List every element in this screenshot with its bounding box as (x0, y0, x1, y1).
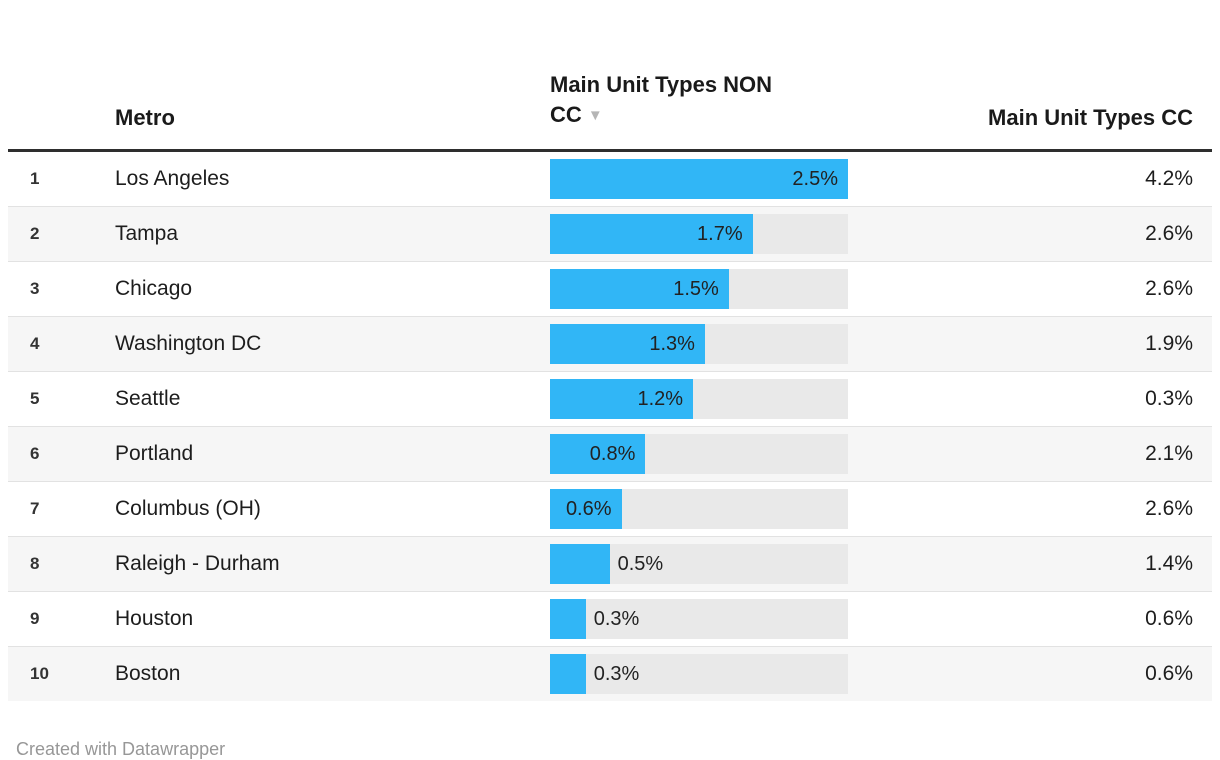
metro-cell: Chicago (115, 277, 193, 300)
non-cc-bar-cell: 1.5% (550, 262, 862, 317)
bar-fill (550, 269, 729, 309)
metro-cell: Seattle (115, 387, 181, 410)
table-row: 6 Portland 0.8% 2.1% (8, 426, 1212, 482)
rank-cell: 9 (30, 609, 40, 628)
table-row: 1 Los Angeles 2.5% 4.2% (8, 151, 1212, 207)
header-row: Metro Main Unit Types NON CC ▼ Main Unit… (8, 38, 1212, 152)
datawrapper-credit-link[interactable]: Created with Datawrapper (16, 739, 226, 759)
bar-track: 1.7% (550, 214, 848, 254)
rank-cell: 3 (30, 279, 40, 298)
bar-track: 0.8% (550, 434, 848, 474)
cc-value-cell: 4.2% (1145, 167, 1193, 190)
non-cc-bar-cell: 1.2% (550, 372, 862, 427)
cc-value-cell: 0.6% (1145, 607, 1193, 630)
cc-value-cell: 1.4% (1145, 552, 1193, 575)
table-row: 4 Washington DC 1.3% 1.9% (8, 316, 1212, 372)
cc-value-cell: 2.1% (1145, 442, 1193, 465)
rank-cell: 2 (30, 224, 40, 243)
metro-cell: Washington DC (115, 332, 262, 355)
non-cc-bar-cell: 2.5% (550, 151, 862, 207)
non-cc-bar-cell: 0.6% (550, 482, 862, 537)
bar-track: 1.5% (550, 269, 848, 309)
bar-value-label: 0.6% (565, 498, 612, 520)
cc-value-cell: 0.6% (1145, 662, 1193, 685)
bar-value-label: 1.3% (649, 333, 695, 355)
table-row: 2 Tampa 1.7% 2.6% (8, 206, 1212, 262)
column-header-cc[interactable]: Main Unit Types CC (862, 38, 1212, 152)
bar-track: 2.5% (550, 159, 848, 199)
bar-fill (550, 654, 586, 694)
bar-value-label: 0.5% (617, 553, 664, 575)
metro-cell: Portland (115, 442, 194, 465)
bar-fill (550, 214, 753, 254)
bar-fill (550, 324, 705, 364)
rank-cell: 5 (30, 389, 40, 408)
cc-value-cell: 2.6% (1145, 497, 1193, 520)
metro-cell: Boston (115, 662, 181, 685)
table-row: 9 Houston 0.3% 0.6% (8, 591, 1212, 647)
bar-track: 1.2% (550, 379, 848, 419)
data-table: Metro Main Unit Types NON CC ▼ Main Unit… (8, 38, 1212, 701)
column-header-rank (8, 38, 115, 152)
bar-value-label: 0.3% (593, 663, 640, 685)
table-row: 3 Chicago 1.5% 2.6% (8, 261, 1212, 317)
rank-cell: 4 (30, 334, 40, 353)
bar-value-label: 2.5% (792, 168, 838, 190)
column-header-non-cc-label: Main Unit Types NON CC (550, 72, 773, 127)
rank-cell: 10 (30, 664, 49, 683)
rank-cell: 1 (30, 169, 40, 188)
bar-value-label: 1.7% (697, 223, 743, 245)
metro-cell: Raleigh - Durham (115, 552, 280, 575)
bar-track: 0.3% (550, 599, 848, 639)
cc-value-cell: 1.9% (1145, 332, 1193, 355)
table-row: 10 Boston 0.3% 0.6% (8, 646, 1212, 702)
bar-track: 1.3% (550, 324, 848, 364)
non-cc-bar-cell: 0.8% (550, 427, 862, 482)
bar-value-label: 0.8% (589, 443, 636, 465)
bar-track: 0.6% (550, 489, 848, 529)
bar-fill (550, 379, 694, 419)
table-row: 8 Raleigh - Durham 0.5% 1.4% (8, 536, 1212, 592)
bar-value-label: 0.3% (593, 608, 640, 630)
metro-cell: Houston (115, 607, 194, 630)
bar-fill (550, 434, 646, 474)
sort-descending-icon: ▼ (587, 107, 603, 124)
metro-cell: Tampa (115, 222, 179, 245)
metro-cell: Los Angeles (115, 167, 230, 190)
rank-cell: 7 (30, 499, 40, 518)
bar-fill (550, 544, 610, 584)
bar-track: 0.3% (550, 654, 848, 694)
table-row: 7 Columbus (OH) 0.6% 2.6% (8, 481, 1212, 537)
bar-fill (550, 159, 848, 199)
bar-value-label: 1.5% (673, 278, 719, 300)
cc-value-cell: 0.3% (1145, 387, 1193, 410)
column-header-metro[interactable]: Metro (115, 38, 550, 152)
bar-value-label: 1.2% (637, 388, 684, 410)
metro-cell: Columbus (OH) (115, 497, 261, 520)
bar-track: 0.5% (550, 544, 848, 584)
bar-fill (550, 489, 622, 529)
rank-cell: 6 (30, 444, 40, 463)
non-cc-bar-cell: 0.3% (550, 647, 862, 702)
cc-value-cell: 2.6% (1145, 277, 1193, 300)
table-row: 5 Seattle 1.2% 0.3% (8, 371, 1212, 427)
rank-cell: 8 (30, 554, 40, 573)
cc-value-cell: 2.6% (1145, 222, 1193, 245)
column-header-non-cc[interactable]: Main Unit Types NON CC ▼ (550, 38, 862, 152)
bar-fill (550, 599, 586, 639)
non-cc-bar-cell: 0.3% (550, 592, 862, 647)
non-cc-bar-cell: 1.3% (550, 317, 862, 372)
non-cc-bar-cell: 1.7% (550, 207, 862, 262)
non-cc-bar-cell: 0.5% (550, 537, 862, 592)
